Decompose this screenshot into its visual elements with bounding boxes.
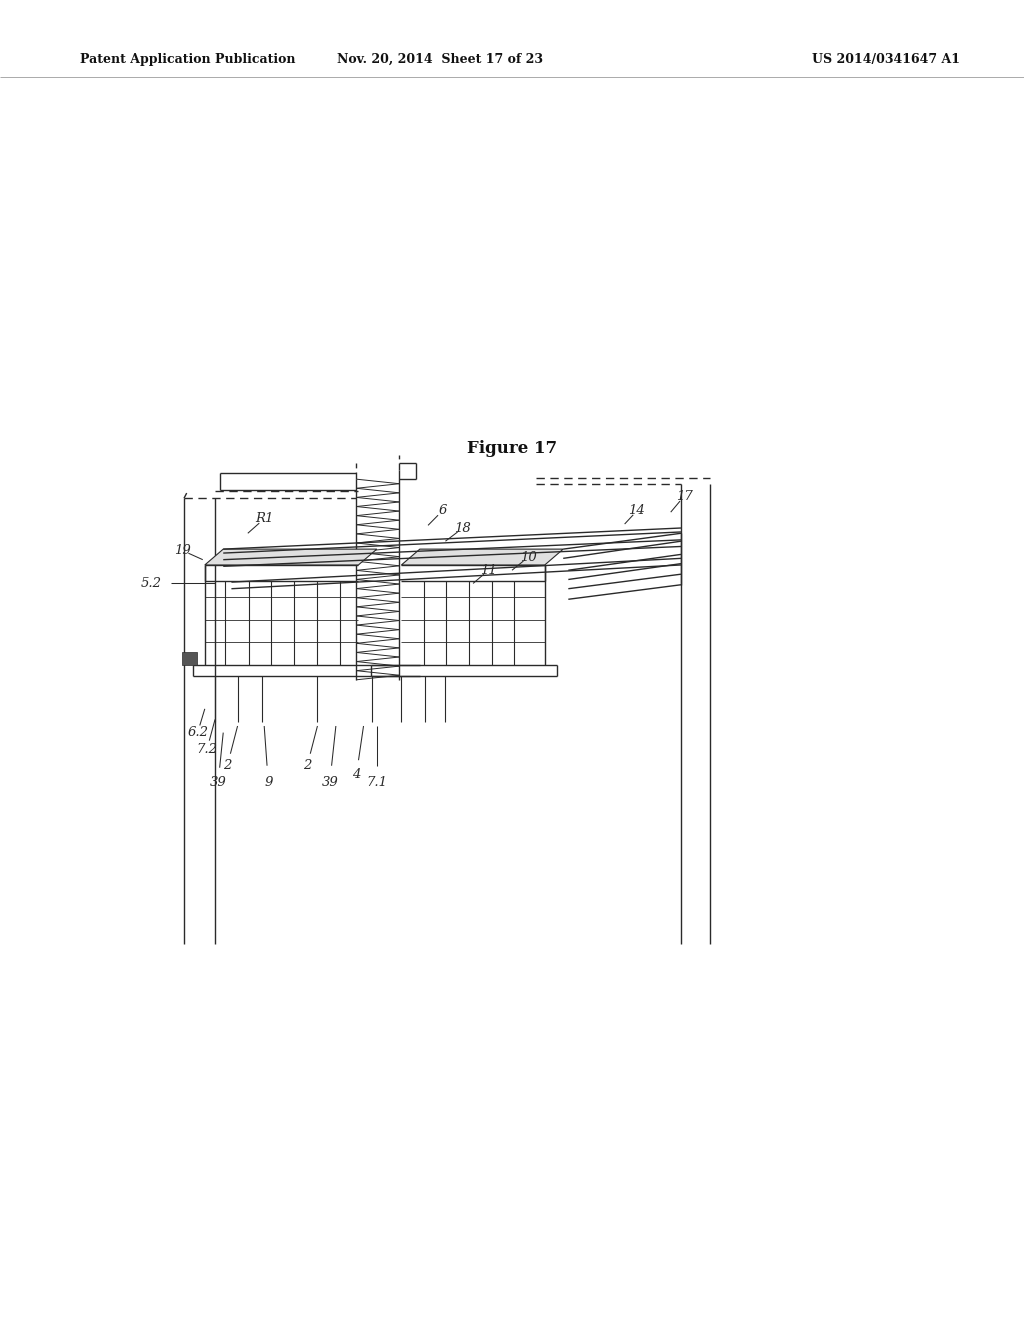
Text: 7.2: 7.2	[197, 743, 217, 756]
Text: 4: 4	[352, 768, 360, 781]
Polygon shape	[182, 652, 197, 665]
Polygon shape	[205, 549, 377, 565]
Text: 6.2: 6.2	[187, 726, 208, 739]
Text: 39: 39	[210, 776, 226, 789]
Text: 18: 18	[455, 521, 471, 535]
Text: 2: 2	[303, 759, 311, 772]
Text: Nov. 20, 2014  Sheet 17 of 23: Nov. 20, 2014 Sheet 17 of 23	[337, 53, 544, 66]
Text: 11: 11	[480, 564, 497, 577]
Text: 19: 19	[174, 544, 190, 557]
Text: 9: 9	[264, 776, 272, 789]
Text: 14: 14	[629, 504, 645, 517]
Text: R1: R1	[255, 512, 273, 525]
Text: US 2014/0341647 A1: US 2014/0341647 A1	[812, 53, 959, 66]
Text: 6: 6	[438, 504, 446, 517]
Text: Figure 17: Figure 17	[467, 441, 557, 457]
Text: 39: 39	[322, 776, 338, 789]
Text: Patent Application Publication: Patent Application Publication	[80, 53, 295, 66]
Text: 7.1: 7.1	[367, 776, 387, 789]
Text: 2: 2	[223, 759, 231, 772]
Text: 10: 10	[520, 550, 537, 564]
Text: 5.2: 5.2	[141, 577, 162, 590]
Text: 17: 17	[676, 490, 692, 503]
Polygon shape	[401, 549, 563, 565]
